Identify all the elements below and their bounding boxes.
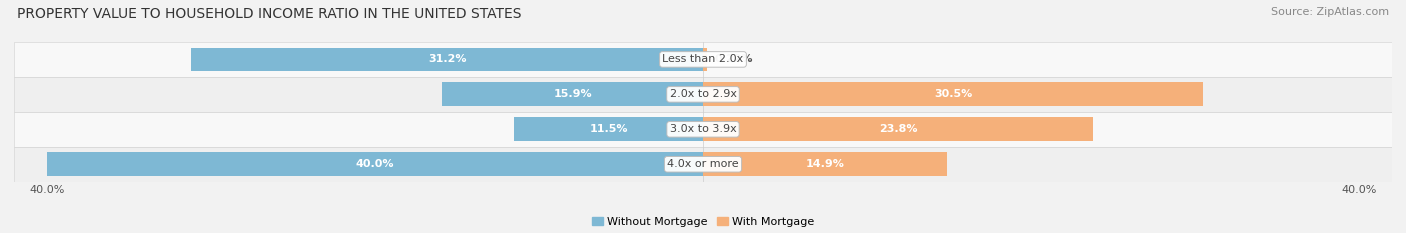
Text: 40.0%: 40.0%: [356, 159, 394, 169]
Bar: [191, 48, 703, 71]
Bar: [46, 152, 703, 176]
Text: 4.0x or more: 4.0x or more: [668, 159, 738, 169]
Text: 30.5%: 30.5%: [934, 89, 973, 99]
Bar: [515, 117, 703, 141]
Text: Source: ZipAtlas.com: Source: ZipAtlas.com: [1271, 7, 1389, 17]
Bar: [441, 82, 703, 106]
Text: 3.0x to 3.9x: 3.0x to 3.9x: [669, 124, 737, 134]
Text: Less than 2.0x: Less than 2.0x: [662, 55, 744, 64]
Bar: [703, 82, 1204, 106]
Bar: [703, 48, 707, 71]
Bar: [14, 112, 1392, 147]
Bar: [703, 117, 1094, 141]
Bar: [14, 147, 1392, 182]
Text: 0.22%: 0.22%: [714, 55, 754, 64]
Bar: [14, 42, 1392, 77]
Legend: Without Mortgage, With Mortgage: Without Mortgage, With Mortgage: [588, 212, 818, 231]
Text: 11.5%: 11.5%: [589, 124, 628, 134]
Text: 23.8%: 23.8%: [879, 124, 918, 134]
Text: 2.0x to 2.9x: 2.0x to 2.9x: [669, 89, 737, 99]
Bar: [14, 77, 1392, 112]
Text: 14.9%: 14.9%: [806, 159, 845, 169]
Text: 15.9%: 15.9%: [554, 89, 592, 99]
Text: PROPERTY VALUE TO HOUSEHOLD INCOME RATIO IN THE UNITED STATES: PROPERTY VALUE TO HOUSEHOLD INCOME RATIO…: [17, 7, 522, 21]
Bar: [703, 152, 948, 176]
Text: 31.2%: 31.2%: [427, 55, 467, 64]
